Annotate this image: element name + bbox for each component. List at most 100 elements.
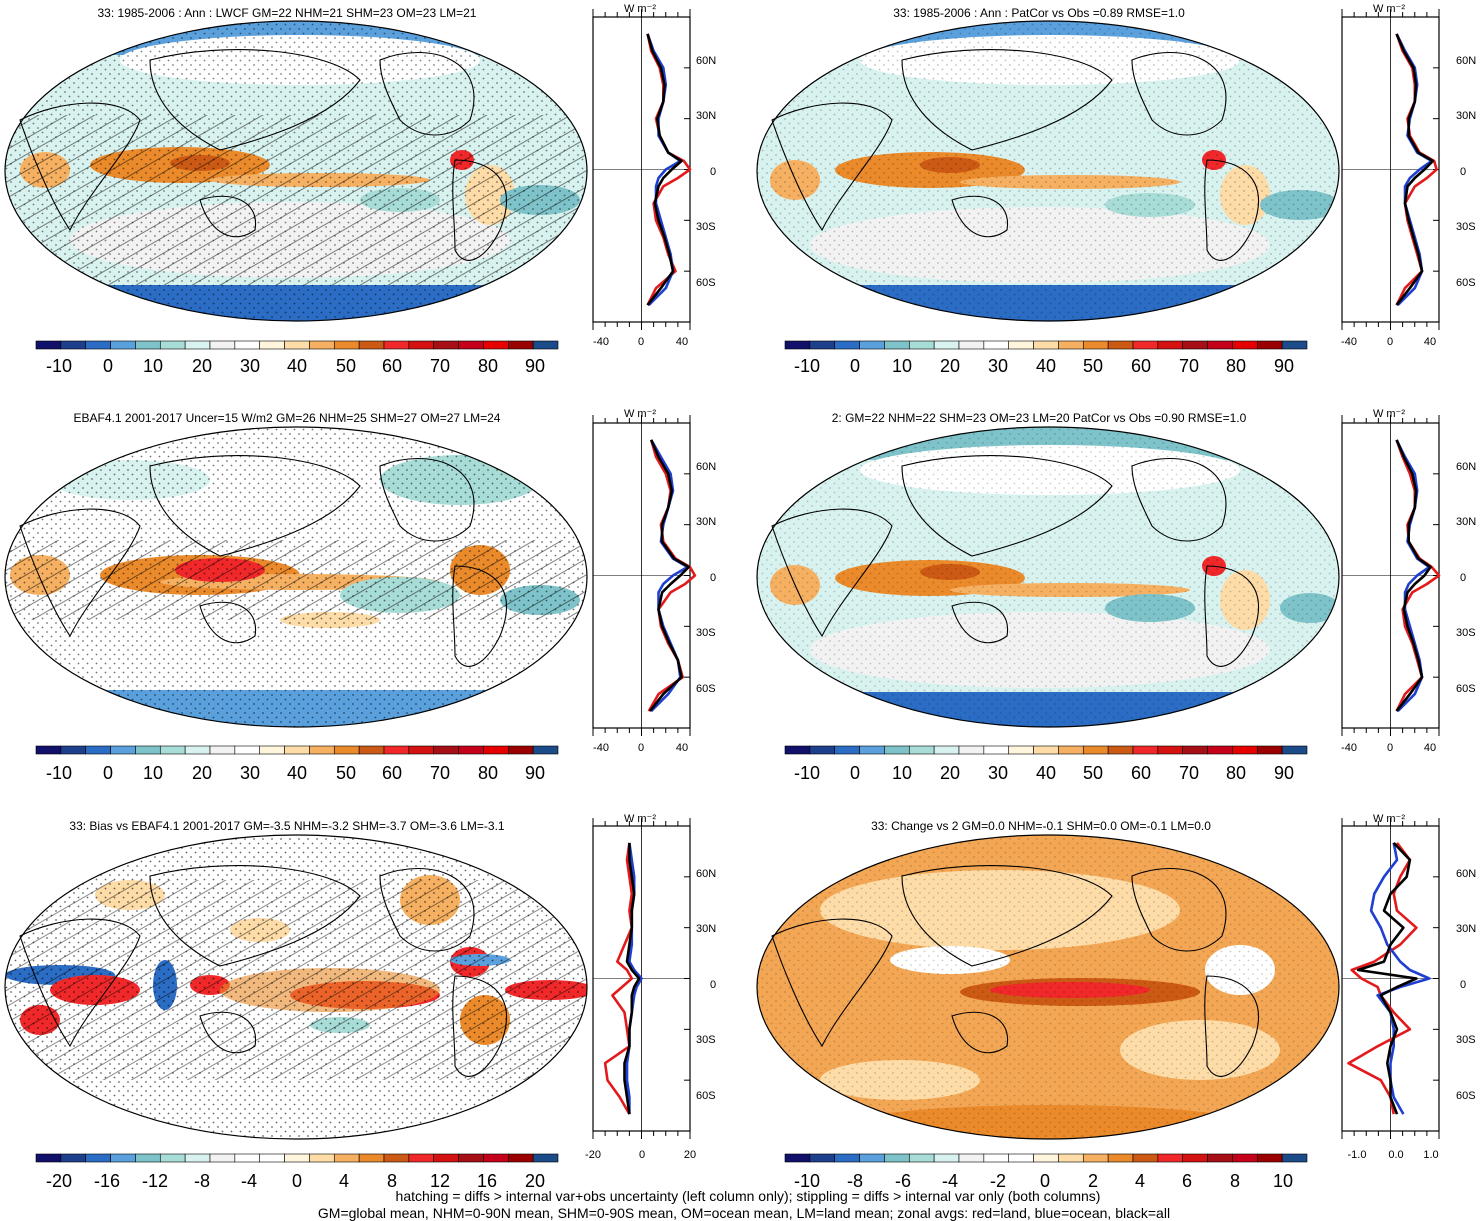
colorbar-tick: -10 [46, 356, 72, 376]
colorbar-box [908, 1153, 935, 1163]
colorbar-box [1132, 745, 1159, 755]
zonal-x-tick: -40 [593, 742, 609, 754]
colorbar-box [259, 1153, 285, 1163]
colorbar-box [333, 745, 360, 755]
zonal-y-tick: 60S [696, 683, 716, 695]
colorbar-box [483, 340, 509, 350]
colorbar-tick: 90 [525, 356, 545, 376]
colorbar-box [234, 340, 261, 350]
colorbar-box [234, 745, 261, 755]
colorbar-box [309, 1153, 335, 1163]
colorbar-box [784, 340, 811, 350]
colorbar-tick: 4 [339, 1171, 349, 1191]
zonal-y-tick: 60N [696, 868, 716, 880]
colorbar-box [1082, 340, 1109, 350]
colorbar: -20 -16 -12 -8 -4 0 4 8 12 16 20 [35, 1153, 559, 1191]
colorbar-box [383, 1153, 410, 1163]
colorbar-box [884, 745, 910, 755]
colorbar-box [284, 1153, 310, 1163]
colorbar-box [408, 1153, 435, 1163]
zonal-y-tick: 60N [1456, 461, 1476, 473]
colorbar-box [458, 340, 484, 350]
zonal-line-land [1347, 842, 1418, 1115]
map-field [5, 427, 587, 727]
zonal-y-tick: 30S [696, 627, 716, 639]
panel-4: 2: GM=22 NHM=22 SHM=23 OM=23 LM=20 PatCo… [756, 408, 1476, 783]
colorbar-box [507, 1153, 534, 1163]
colorbar-box [333, 340, 360, 350]
colorbar-tick: 0 [292, 1171, 302, 1191]
footer-note-1: hatching = diffs > internal var+obs unce… [396, 1188, 1101, 1204]
colorbar-tick: 10 [892, 356, 912, 376]
colorbar-box [784, 1153, 811, 1163]
colorbar-tick: 10 [1273, 1171, 1293, 1191]
colorbar-box [908, 745, 935, 755]
colorbar-tick: 16 [477, 1171, 497, 1191]
colorbar-box [834, 340, 860, 350]
colorbar-tick: 8 [1230, 1171, 1240, 1191]
zonal-x-tick: 0 [638, 742, 644, 754]
zonal-y-tick: 60N [696, 55, 716, 67]
zonal-y-tick: 60N [1456, 868, 1476, 880]
colorbar-box [1232, 1153, 1258, 1163]
colorbar-tick: 8 [387, 1171, 397, 1191]
colorbar-tick: 50 [336, 356, 356, 376]
colorbar-box [1107, 340, 1134, 350]
zonal-x-tick: -1.0 [1348, 1149, 1367, 1161]
colorbar-box [958, 1153, 985, 1163]
colorbar-box [908, 340, 935, 350]
colorbar-tick: 60 [382, 356, 402, 376]
coastlines [771, 865, 1259, 1077]
colorbar-tick: -10 [794, 1171, 820, 1191]
panel-title: 33: Bias vs EBAF4.1 2001-2017 GM=-3.5 NH… [69, 819, 505, 833]
colorbar-tick: -2 [990, 1171, 1006, 1191]
colorbar-box [358, 340, 385, 350]
colorbar-tick: -4 [942, 1171, 958, 1191]
zonal-y-tick: 60N [1456, 55, 1476, 67]
colorbar-box [1132, 1153, 1159, 1163]
colorbar-tick: 40 [287, 763, 307, 783]
colorbar-box [507, 745, 534, 755]
colorbar-box [1082, 1153, 1109, 1163]
colorbar-tick: 10 [892, 763, 912, 783]
panel-title: 33: Change vs 2 GM=0.0 NHM=-0.1 SHM=0.0 … [871, 819, 1211, 833]
colorbar-tick: 6 [1182, 1171, 1192, 1191]
panel-2: 33: 1985-2006 : Ann : PatCor vs Obs =0.8… [756, 3, 1476, 376]
zonal-x-tick: -20 [585, 1149, 601, 1161]
coastlines [19, 455, 507, 667]
colorbar-tick: 60 [382, 763, 402, 783]
colorbar-tick: -6 [895, 1171, 911, 1191]
colorbar-box [1232, 340, 1258, 350]
colorbar-tick: 4 [1135, 1171, 1145, 1191]
colorbar-box [809, 1153, 836, 1163]
colorbar-tick: 0 [850, 356, 860, 376]
zonal-y-tick: 0 [710, 979, 716, 991]
colorbar-box [35, 1153, 62, 1163]
colorbar-box [1132, 340, 1159, 350]
colorbar-tick: 60 [1131, 763, 1151, 783]
colorbar-tick: 40 [287, 356, 307, 376]
colorbar-box [933, 745, 960, 755]
colorbar-box [309, 745, 335, 755]
colorbar-tick: 0 [850, 763, 860, 783]
colorbar-box [1182, 745, 1208, 755]
zonal-y-tick: 0 [710, 166, 716, 178]
map-field [5, 21, 587, 321]
colorbar-tick: 0 [1040, 1171, 1050, 1191]
colorbar: -10 0 10 20 30 40 50 60 70 80 90 [35, 745, 559, 783]
colorbar-tick: 30 [240, 356, 260, 376]
footer-note-2: GM=global mean, NHM=0-90N mean, SHM=0-90… [318, 1205, 1170, 1221]
colorbar-box [933, 1153, 960, 1163]
colorbar-box [983, 745, 1010, 755]
zonal-line-all [646, 33, 683, 306]
colorbar-box [834, 745, 860, 755]
zonal-units: W m⁻² [624, 408, 656, 420]
colorbar-tick: 90 [525, 763, 545, 783]
colorbar-box [532, 1153, 559, 1163]
zonal-units: W m⁻² [624, 3, 656, 15]
colorbar-box [834, 1153, 860, 1163]
colorbar-box [309, 340, 335, 350]
colorbar-tick: 80 [478, 356, 498, 376]
colorbar-tick: 50 [1083, 763, 1103, 783]
